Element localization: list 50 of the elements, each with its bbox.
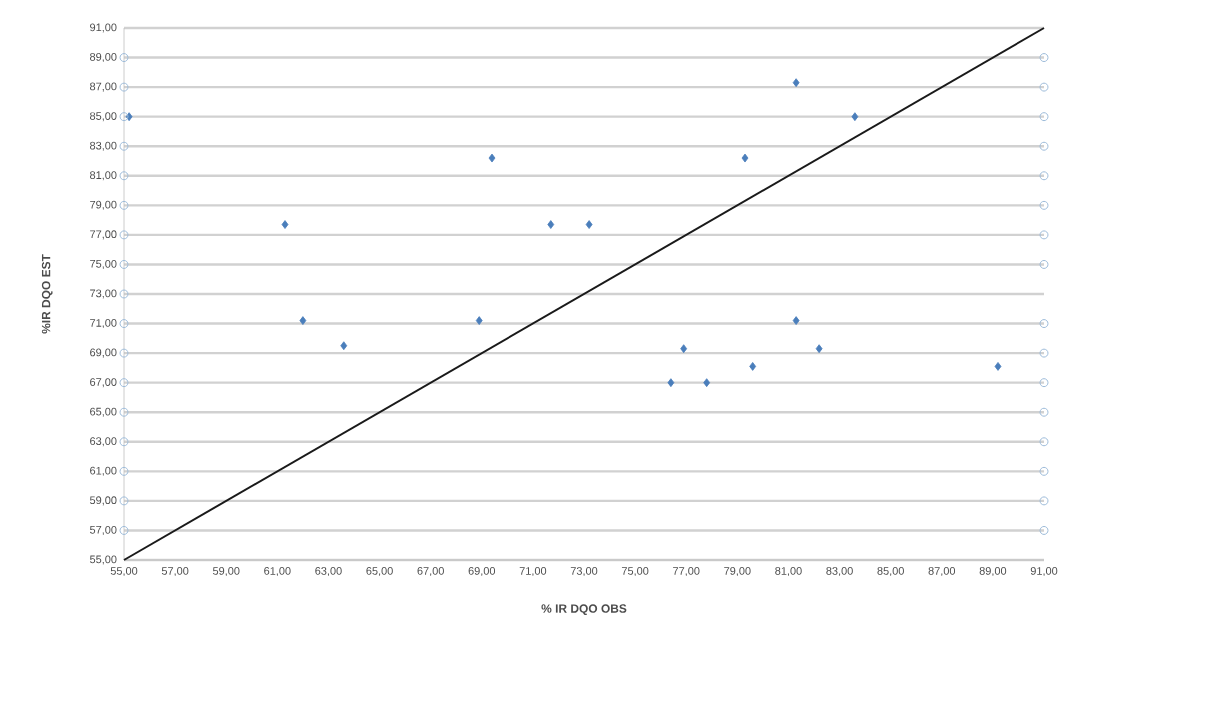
point (667, 378, 675, 388)
point (1039, 171, 1049, 181)
point (1039, 407, 1049, 417)
point (119, 82, 129, 92)
point (547, 220, 555, 229)
point (749, 362, 757, 371)
point (488, 153, 496, 163)
point (703, 378, 711, 388)
point (792, 78, 800, 88)
point (1039, 53, 1049, 63)
point (1039, 319, 1049, 329)
point (119, 171, 129, 181)
point (119, 259, 129, 269)
point (299, 316, 307, 325)
point (281, 220, 289, 229)
point (680, 344, 688, 354)
point (119, 319, 129, 329)
point (1039, 378, 1049, 388)
point (119, 112, 129, 122)
point (119, 230, 129, 240)
point (1039, 496, 1049, 506)
point (119, 407, 129, 417)
point (119, 437, 129, 447)
point (1039, 200, 1049, 210)
point (119, 200, 129, 210)
point (1039, 348, 1049, 358)
point (792, 316, 800, 325)
point (1039, 525, 1049, 535)
point (1039, 259, 1049, 269)
point (119, 525, 129, 535)
point (340, 341, 348, 351)
point (1039, 437, 1049, 447)
point (1039, 112, 1049, 122)
point (1039, 82, 1049, 92)
point (741, 153, 749, 163)
point (475, 316, 483, 325)
point (119, 496, 129, 506)
point (815, 344, 823, 354)
point (119, 53, 129, 63)
point (119, 348, 129, 358)
point (851, 112, 859, 122)
point (1039, 230, 1049, 240)
point (119, 141, 129, 151)
point (994, 362, 1002, 371)
point (119, 466, 129, 476)
point (119, 378, 129, 388)
point (585, 220, 593, 229)
point (1039, 141, 1049, 151)
point (1039, 466, 1049, 476)
point (119, 289, 129, 299)
